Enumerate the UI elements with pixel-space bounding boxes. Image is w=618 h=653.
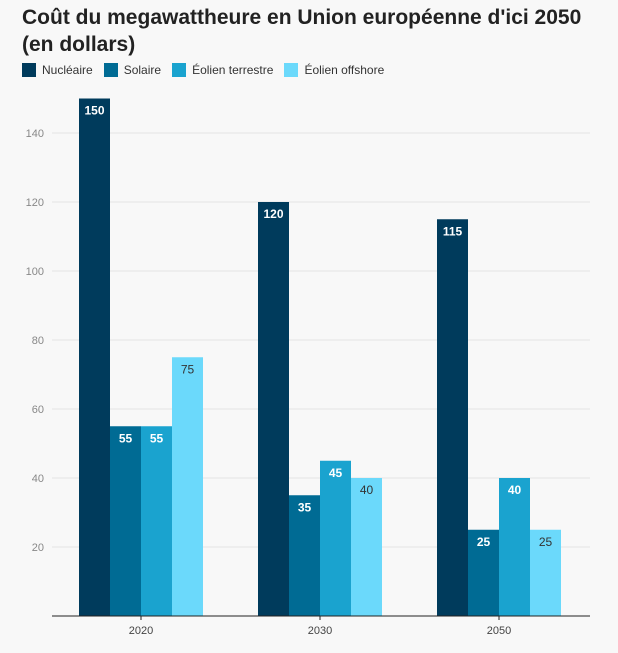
data-label: 25 bbox=[539, 535, 553, 549]
data-label: 40 bbox=[508, 483, 522, 497]
bar bbox=[351, 478, 382, 616]
data-label: 120 bbox=[263, 207, 283, 221]
x-tick-label: 2020 bbox=[129, 625, 153, 637]
y-tick-label: 20 bbox=[32, 542, 44, 554]
y-tick-label: 120 bbox=[26, 197, 44, 209]
bar bbox=[110, 426, 141, 616]
bar bbox=[172, 357, 203, 616]
x-tick-label: 2050 bbox=[487, 625, 511, 637]
legend-label: Éolien terrestre bbox=[192, 63, 274, 77]
legend-item-solaire: Solaire bbox=[103, 63, 162, 77]
y-tick-label: 140 bbox=[26, 128, 44, 140]
legend-swatch bbox=[103, 63, 118, 77]
chart-legend: Nucléaire Solaire Éolien terrestre Éolie… bbox=[22, 62, 395, 78]
legend-swatch bbox=[172, 63, 187, 77]
bar bbox=[468, 529, 499, 616]
y-tick-label: 100 bbox=[26, 266, 44, 278]
data-label: 55 bbox=[119, 431, 133, 445]
legend-item-eolien-offshore: Éolien offshore bbox=[284, 63, 384, 77]
y-tick-label: 40 bbox=[32, 473, 44, 485]
bar bbox=[141, 426, 172, 616]
data-label: 25 bbox=[477, 535, 491, 549]
bar bbox=[79, 98, 110, 616]
legend-item-eolien-terrestre: Éolien terrestre bbox=[172, 63, 273, 77]
legend-swatch bbox=[284, 63, 299, 77]
y-tick-label: 60 bbox=[32, 404, 44, 416]
bar bbox=[499, 478, 530, 616]
bar bbox=[289, 495, 320, 616]
data-label: 75 bbox=[181, 362, 195, 376]
data-label: 40 bbox=[360, 483, 374, 497]
legend-label: Éolien offshore bbox=[304, 63, 385, 77]
data-label: 55 bbox=[150, 431, 164, 445]
bar bbox=[437, 219, 468, 616]
legend-item-nucleaire: Nucléaire bbox=[22, 63, 93, 77]
data-label: 115 bbox=[443, 224, 463, 238]
x-tick-label: 2030 bbox=[308, 625, 332, 637]
chart-title: Coût du megawattheure en Union européenn… bbox=[22, 6, 582, 56]
bar bbox=[530, 529, 561, 616]
legend-label: Solaire bbox=[123, 63, 162, 77]
legend-label: Nucléaire bbox=[42, 63, 93, 77]
data-label: 150 bbox=[84, 104, 104, 118]
data-label: 35 bbox=[298, 500, 312, 514]
bar bbox=[320, 460, 351, 616]
y-tick-label: 80 bbox=[32, 335, 44, 347]
bar bbox=[258, 202, 289, 616]
data-label: 45 bbox=[329, 466, 343, 480]
legend-swatch bbox=[22, 63, 36, 77]
